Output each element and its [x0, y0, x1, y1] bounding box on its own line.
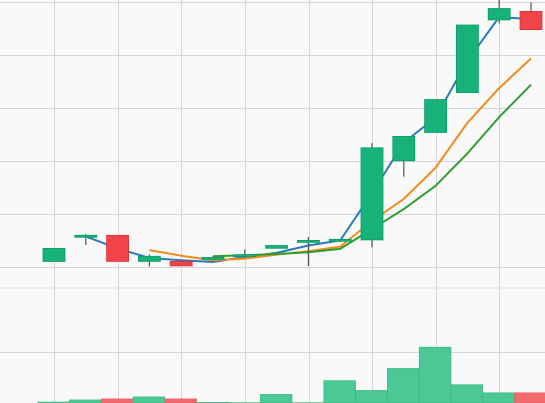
- candle-body: [487, 8, 511, 21]
- candle-body: [106, 234, 129, 262]
- candle-body: [233, 254, 257, 258]
- volume-bar: [132, 396, 166, 403]
- candle: [328, 238, 352, 243]
- volume-bar: [323, 380, 356, 403]
- candle: [424, 99, 448, 133]
- volume-bar: [450, 384, 484, 403]
- candle-body: [265, 245, 289, 249]
- candle: [201, 256, 225, 260]
- candle-body: [455, 24, 479, 93]
- volume-layer: [37, 346, 545, 403]
- candle-body: [519, 10, 543, 31]
- candle-body: [169, 260, 193, 267]
- volume-bar: [418, 346, 452, 403]
- volume-bar: [100, 398, 134, 403]
- candle: [519, 2, 543, 31]
- candle: [487, 0, 511, 24]
- candle: [392, 135, 416, 177]
- candle-layer: [42, 0, 543, 267]
- candle: [106, 234, 129, 262]
- candle-body: [42, 247, 66, 262]
- volume-bar: [514, 392, 545, 403]
- candle: [74, 234, 98, 245]
- volume-bar: [355, 390, 388, 403]
- candle: [265, 245, 289, 249]
- candle-body: [74, 234, 98, 238]
- candle-body: [296, 239, 320, 243]
- moving-average-line-mid: [149, 57, 532, 262]
- candle-body: [137, 255, 161, 262]
- volume-bar: [387, 368, 420, 403]
- volume-bar: [482, 392, 515, 403]
- candle: [42, 247, 66, 262]
- candle-body: [201, 256, 225, 260]
- volume-bar: [259, 394, 293, 403]
- candle-body: [328, 238, 352, 242]
- candle: [169, 260, 193, 267]
- candle-body: [424, 99, 448, 133]
- candle-body: [392, 135, 416, 162]
- candle: [455, 24, 479, 93]
- candle: [233, 249, 257, 258]
- volume-bar: [164, 398, 197, 403]
- candle: [296, 237, 320, 266]
- candle-body: [360, 147, 384, 241]
- candle: [137, 254, 161, 267]
- candle: [360, 143, 384, 248]
